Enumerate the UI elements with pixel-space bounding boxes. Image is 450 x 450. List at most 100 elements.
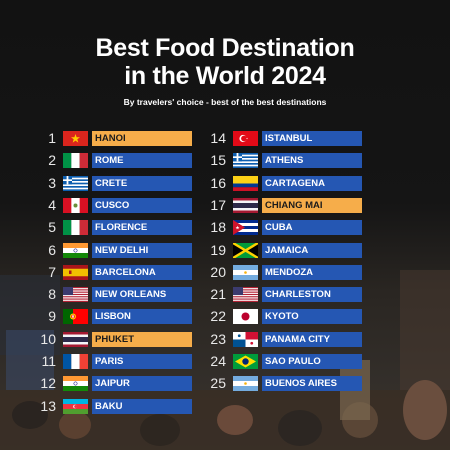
city-label: CUBA	[262, 220, 362, 236]
rank-number: 8	[48, 286, 56, 303]
azerbaijan-flag-icon	[63, 398, 88, 414]
ranking-row: 17 CHIANG MAI	[190, 196, 365, 213]
city-label: JAMAICA	[262, 242, 362, 258]
spain-flag-icon	[63, 264, 88, 280]
subtitle: By travelers' choice - best of the best …	[123, 97, 327, 107]
thailand-flag-icon	[63, 331, 88, 347]
city-label: FLORENCE	[92, 220, 192, 236]
rank-number: 22	[210, 308, 226, 325]
turkey-flag-icon	[233, 131, 258, 146]
ranking-row: 9 LISBON	[20, 308, 195, 325]
jamaica-flag-icon	[233, 242, 258, 258]
ranking-row: 22 KYOTO	[190, 308, 365, 325]
portugal-flag-icon	[63, 309, 88, 325]
usa-flag-icon	[63, 287, 88, 303]
brazil-flag-icon	[233, 354, 258, 369]
ranking-row: 5 FLORENCE	[20, 219, 195, 236]
rank-number: 23	[210, 330, 226, 347]
usa-flag-icon	[233, 287, 258, 303]
rank-number: 7	[48, 263, 56, 280]
title-line-2: in the World 2024	[124, 62, 326, 90]
city-label: CRETE	[92, 175, 192, 191]
rank-number: 17	[210, 196, 226, 213]
ranking-row: 20 MENDOZA	[190, 263, 365, 280]
city-label: MENDOZA	[262, 264, 362, 280]
city-label: PARIS	[92, 354, 192, 369]
rank-number: 5	[48, 219, 56, 236]
city-label: BARCELONA	[92, 264, 192, 280]
rank-number: 24	[210, 353, 226, 369]
ranking-row: 18 CUBA	[190, 219, 365, 236]
rank-number: 25	[210, 375, 226, 392]
ranking-row: 23 PANAMA CITY	[190, 330, 365, 347]
rank-number: 13	[40, 397, 56, 414]
city-label: CUSCO	[92, 197, 192, 213]
ranking-row: 13 BAKU	[20, 397, 195, 414]
rank-number: 20	[210, 263, 226, 280]
argentina-flag-icon	[233, 264, 258, 280]
city-label: PANAMA CITY	[262, 331, 362, 347]
ranking-row: 11 PARIS	[20, 353, 195, 369]
panama-flag-icon	[233, 331, 258, 347]
rank-number: 1	[48, 130, 56, 146]
rank-number: 19	[210, 241, 226, 258]
ranking-row: 10 PHUKET	[20, 330, 195, 347]
rank-number: 3	[48, 174, 56, 191]
city-label: BUENOS AIRES	[262, 376, 362, 392]
ranking-row: 3 CRETE	[20, 174, 195, 191]
city-label: BAKU	[92, 398, 192, 414]
city-label: HANOI	[92, 131, 192, 146]
thailand-flag-icon	[233, 197, 258, 213]
rank-number: 14	[210, 130, 226, 146]
ranking-row: 25 BUENOS AIRES	[190, 375, 365, 392]
ranking-row: 4 CUSCO	[20, 196, 195, 213]
city-label: KYOTO	[262, 309, 362, 325]
rank-number: 10	[40, 330, 56, 347]
colombia-flag-icon	[233, 175, 258, 191]
rank-number: 9	[48, 308, 56, 325]
ranking-row: 1 HANOI	[20, 130, 195, 146]
india-flag-icon	[63, 376, 88, 392]
rank-number: 6	[48, 241, 56, 258]
india-flag-icon	[63, 242, 88, 258]
rank-number: 18	[210, 219, 226, 236]
ranking-row: 15 ATHENS	[190, 152, 365, 169]
city-label: NEW DELHI	[92, 242, 192, 258]
cuba-flag-icon	[233, 220, 258, 236]
city-label: JAIPUR	[92, 376, 192, 392]
ranking-row: 24 SAO PAULO	[190, 353, 365, 369]
city-label: CHIANG MAI	[262, 197, 362, 213]
city-label: LISBON	[92, 309, 192, 325]
rank-number: 4	[48, 196, 56, 213]
france-flag-icon	[63, 354, 88, 369]
ranking-row: 8 NEW ORLEANS	[20, 286, 195, 303]
city-label: ATHENS	[262, 153, 362, 169]
rank-number: 12	[40, 375, 56, 392]
greece-flag-icon	[233, 153, 258, 169]
ranking-row: 12 JAIPUR	[20, 375, 195, 392]
city-label: ISTANBUL	[262, 131, 362, 146]
rank-number: 21	[210, 286, 226, 303]
japan-flag-icon	[233, 309, 258, 325]
argentina-flag-icon	[233, 376, 258, 392]
ranking-row: 2 ROME	[20, 152, 195, 169]
italy-flag-icon	[63, 153, 88, 169]
city-label: PHUKET	[92, 331, 192, 347]
rank-number: 15	[210, 152, 226, 169]
city-label: NEW ORLEANS	[92, 287, 192, 303]
city-label: CARTAGENA	[262, 175, 362, 191]
greece-flag-icon	[63, 175, 88, 191]
ranking-row: 21 CHARLESTON	[190, 286, 365, 303]
ranking-row: 16 CARTAGENA	[190, 174, 365, 191]
rank-number: 16	[210, 174, 226, 191]
city-label: CHARLESTON	[262, 287, 362, 303]
vietnam-flag-icon	[63, 131, 88, 146]
rank-number: 11	[41, 353, 56, 369]
ranking-row: 14 ISTANBUL	[190, 130, 365, 146]
ranking-row: 6 NEW DELHI	[20, 241, 195, 258]
ranking-row: 7 BARCELONA	[20, 263, 195, 280]
city-label: SAO PAULO	[262, 354, 362, 369]
title-line-1: Best Food Destination	[95, 34, 355, 62]
